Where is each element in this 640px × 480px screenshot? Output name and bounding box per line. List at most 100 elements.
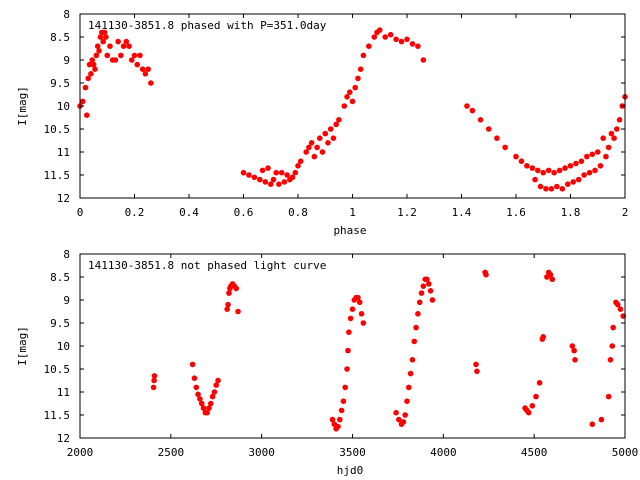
unphased-data-point (335, 423, 341, 430)
phased-y-axis-label: I[mag] (16, 86, 29, 126)
phased-y-tick-label: 9.5 (50, 77, 70, 90)
unphased-data-point (572, 357, 578, 363)
phased-x-tick-label: 1.8 (561, 206, 581, 219)
unphased-data-point (609, 343, 616, 349)
unphased-data-point (360, 320, 367, 326)
phased-y-tick-label: 10 (57, 100, 70, 113)
phased-data-point (267, 181, 274, 187)
phased-data-point (246, 172, 252, 178)
phased-data-point (594, 149, 601, 155)
unphased-data-point (347, 315, 354, 322)
unphased-data-point (540, 334, 547, 340)
phased-x-axis-label: phase (333, 224, 366, 237)
phased-data-point (123, 38, 130, 45)
phased-x-tick-label: 0.6 (234, 206, 254, 219)
phased-data-point (240, 169, 247, 176)
phased-data-point (126, 43, 132, 49)
phased-data-point (137, 52, 143, 59)
unphased-data-point (409, 357, 416, 363)
phased-data-point (281, 179, 288, 185)
phased-data-point (581, 172, 587, 178)
unphased-data-point (536, 380, 543, 386)
unphased-data-point (549, 276, 556, 283)
unphased-data-point (529, 403, 536, 409)
unphased-data-point (473, 361, 479, 368)
phased-data-point (273, 169, 280, 176)
unphased-y-tick-label: 11.5 (44, 409, 71, 422)
phased-data-point (90, 61, 97, 68)
phased-data-point (308, 140, 315, 146)
phased-data-point (341, 103, 348, 109)
unphased-data-point (356, 299, 363, 306)
unphased-data-point (198, 400, 205, 407)
phased-data-point (118, 52, 124, 59)
unphased-data-point (346, 329, 352, 336)
unphased-y-tick-label: 11 (57, 386, 70, 399)
phased-data-point (103, 34, 109, 40)
unphased-data-point (407, 370, 414, 377)
phased-data-point (562, 165, 568, 171)
unphased-light-curve-panel: 2000 2500 3000 3500 4000 4500 5000 8 8.5 9 9.5 10 10… (16, 248, 638, 477)
unphased-x-tick-label: 5000 (612, 446, 639, 459)
phased-data-point (311, 153, 318, 160)
unphased-data-point (211, 389, 218, 395)
phased-x-tick-label: 1.4 (452, 206, 472, 219)
phased-data-point (139, 66, 146, 72)
phased-y-tick-label: 11 (57, 146, 70, 159)
phased-data-point (578, 158, 585, 164)
unphased-x-tick-label: 4000 (430, 446, 457, 459)
unphased-data-point (336, 416, 343, 423)
unphased-data-point (225, 301, 231, 308)
phased-data-point (393, 36, 399, 43)
unphased-data-point (406, 384, 412, 391)
unphased-y-tick-label: 10.5 (44, 363, 71, 376)
unphased-data-point (483, 271, 489, 278)
unphased-y-tick-label: 8 (63, 248, 70, 261)
phased-y-tick-label: 11.5 (44, 169, 71, 182)
phased-data-point (415, 43, 421, 49)
unphased-data-point (589, 421, 596, 428)
unphased-data-point (525, 409, 532, 416)
unphased-data-point (193, 384, 200, 391)
phased-data-point (494, 135, 500, 141)
phased-data-point (92, 66, 98, 72)
unphased-plot-frame (79, 253, 626, 439)
phased-data-point (409, 41, 416, 47)
phased-data-point (524, 163, 530, 169)
unphased-data-point (418, 290, 425, 296)
unphased-data-point (200, 405, 207, 411)
phased-data-point (589, 151, 596, 158)
unphased-data-point (340, 398, 347, 405)
phased-data-point (88, 71, 94, 77)
phased-data-point (297, 158, 304, 164)
unphased-data-point (402, 412, 408, 418)
unphased-chart-title: 141130-3851.8 not phased light curve (88, 259, 326, 272)
phased-data-point (270, 176, 277, 183)
phased-axis-ticks: 0 0.2 0.4 0.6 0.8 1 1.2 1.4 1.6 1.8 2 8 8.5 9 9.5 10 10.… (44, 8, 629, 219)
phased-light-curve-panel: 0 0.2 0.4 0.6 0.8 1 1.2 1.4 1.6 1.8 2 8 8.5 9 9.5 10 10.… (16, 8, 628, 237)
phased-data-point (128, 57, 135, 63)
phased-data-point (513, 153, 519, 160)
phased-data-point (545, 167, 552, 174)
phased-data-point (79, 98, 86, 105)
phased-data-point (382, 34, 389, 40)
unphased-y-axis-label: I[mag] (16, 326, 29, 366)
phased-data-point (556, 167, 563, 174)
phased-data-point (292, 169, 299, 176)
phased-data-point (265, 165, 271, 171)
phased-data-point (289, 174, 296, 181)
unphased-data-point (571, 347, 577, 354)
unphased-data-point (215, 377, 221, 384)
phased-data-point (94, 43, 101, 49)
phased-data-point (346, 89, 353, 95)
unphased-data-point (358, 311, 365, 317)
phased-data-point (420, 57, 427, 63)
unphased-data-point (204, 409, 210, 416)
phased-data-point (564, 181, 571, 187)
unphased-data-point (344, 366, 350, 372)
phased-data-point (101, 29, 108, 36)
phased-data-points (77, 27, 628, 192)
phased-data-point (548, 186, 555, 192)
phased-data-point (485, 126, 492, 132)
